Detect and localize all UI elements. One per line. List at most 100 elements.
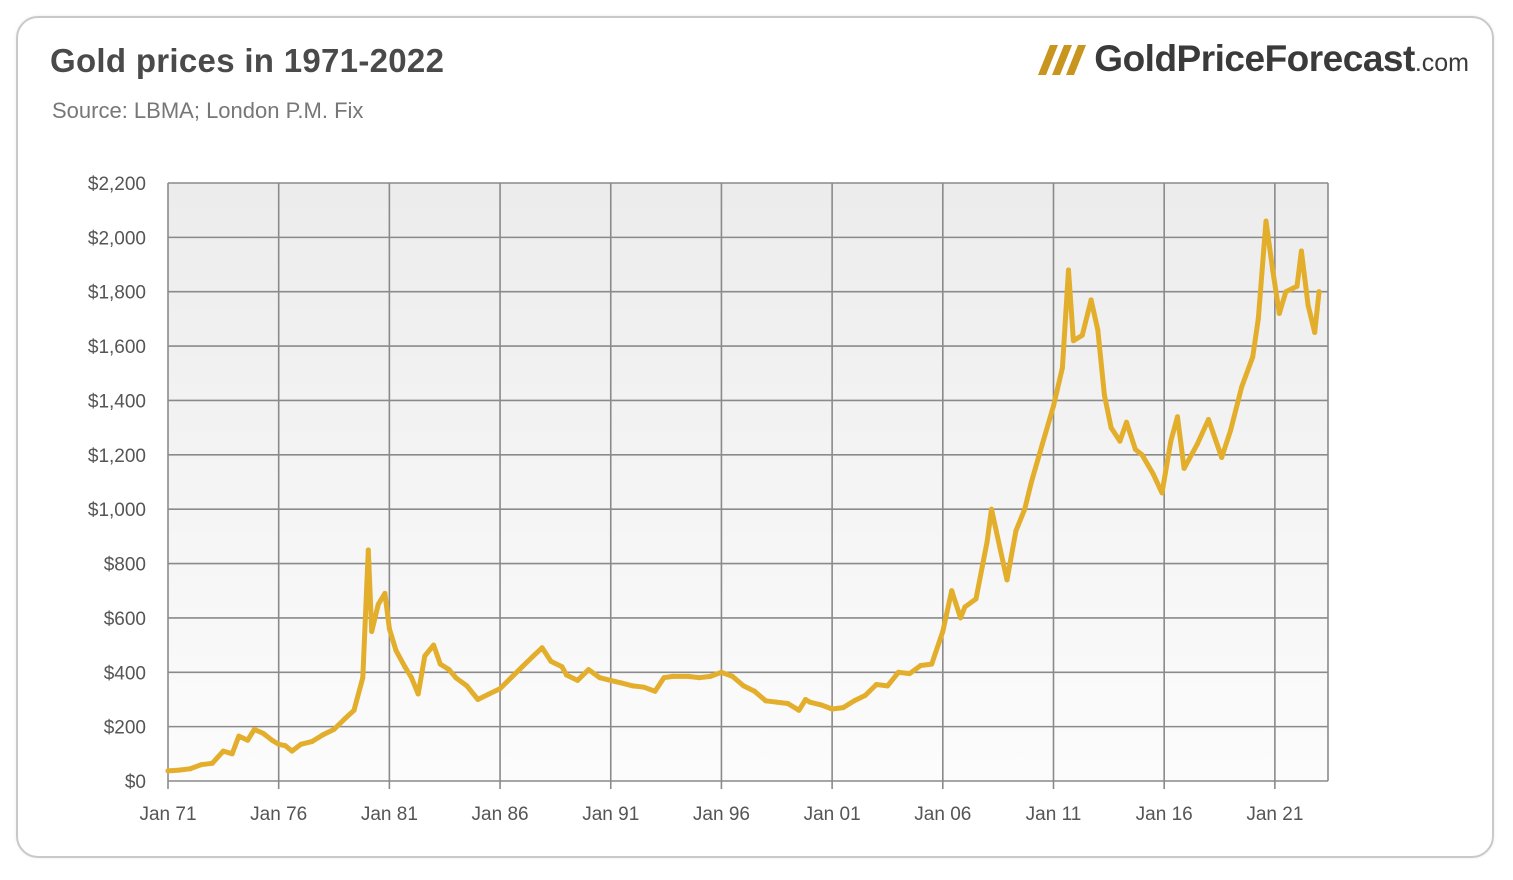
data-point [670,673,676,679]
brand-logo[interactable]: GoldPriceForecast .com [1038,38,1469,80]
data-point [446,667,452,673]
x-tick-label: Jan 81 [361,804,418,825]
data-point [597,675,603,681]
data-point [309,739,315,745]
data-point [1312,330,1318,335]
data-point [475,697,481,702]
data-point [1070,338,1076,344]
data-point [918,663,924,668]
data-point [369,629,375,634]
data-point [1298,248,1304,254]
data-point [331,726,337,732]
data-point [907,671,913,677]
data-point [873,682,879,687]
x-tick-label: Jan 06 [914,804,971,825]
data-point [375,601,381,607]
data-point [1194,441,1200,447]
data-point [187,766,193,772]
data-point [803,697,809,702]
data-point [1108,425,1114,431]
data-point [236,733,242,739]
data-point [1039,441,1045,447]
x-tick-label: Jan 91 [582,804,639,825]
data-point [1117,438,1123,444]
y-tick-label: $1,000 [88,500,146,521]
x-tick-label: Jan 71 [139,804,196,825]
data-point [984,539,990,545]
x-tick-label: Jan 21 [1246,804,1303,825]
data-point [431,642,437,648]
data-point [630,683,636,689]
x-tick-label: Jan 01 [804,804,861,825]
data-point [958,615,963,621]
data-point [796,707,802,713]
data-point [989,506,994,512]
gold-bars-logo-icon [1038,45,1087,75]
data-point [949,588,955,594]
data-point [1159,490,1165,496]
data-point [1239,384,1245,390]
data-point [402,664,408,670]
data-point [282,743,288,749]
chart-title: Gold prices in 1971-2022 [50,42,445,79]
data-point [260,730,266,736]
data-point [1013,528,1019,534]
data-point [422,653,428,659]
data-point [696,675,702,681]
data-point [198,762,204,768]
data-point [730,673,735,679]
y-tick-label: $600 [104,609,146,630]
x-tick-label: Jan 76 [250,804,307,825]
data-point [1175,414,1180,420]
data-point [360,675,366,681]
data-point [851,698,857,704]
data-point [940,629,946,634]
y-tick-label: $400 [104,663,146,684]
data-point [365,547,371,553]
data-point [1228,427,1234,433]
data-point [229,751,235,757]
data-point [251,726,257,732]
data-point [1059,365,1065,371]
data-point [1206,417,1211,422]
data-point [393,648,399,653]
data-point [741,683,747,689]
data-point [1028,479,1034,485]
data-point [661,675,667,681]
data-point [885,683,890,689]
data-point [1101,392,1107,398]
data-point [718,669,724,675]
data-point [685,673,691,679]
data-point [320,732,326,738]
y-tick-label: $1,600 [88,337,146,358]
data-point [962,604,968,610]
data-point [619,680,625,686]
data-point [409,675,414,681]
data-point [564,672,569,678]
data-point [415,691,421,697]
data-point [1051,403,1056,409]
data-point [1168,438,1174,444]
data-point [862,692,868,698]
data-point [1283,289,1289,295]
data-point [548,658,554,664]
data-point [508,675,514,681]
data-point [1079,332,1085,338]
x-tick-label: Jan 11 [1026,804,1082,825]
data-point [774,699,780,705]
data-point [1124,419,1129,425]
y-tick-label: $0 [125,772,146,793]
data-point [1181,465,1187,471]
data-point [763,698,769,704]
y-tick-label: $1,400 [88,391,146,412]
data-point [608,677,614,683]
data-point [1088,297,1094,303]
data-point [1004,577,1010,583]
data-point [386,626,392,632]
data-point [973,596,979,602]
data-point [1095,327,1101,333]
data-point [453,675,459,681]
data-point [497,686,503,692]
data-point [896,669,901,675]
logo-domain-suffix: .com [1414,49,1469,77]
